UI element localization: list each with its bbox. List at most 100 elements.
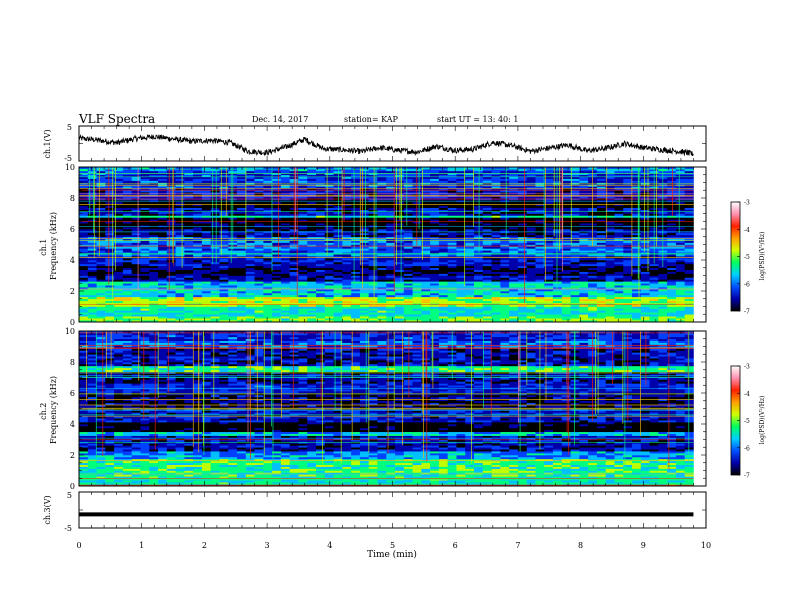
spectrogram-cell — [166, 289, 176, 292]
spectrogram-cell — [280, 246, 290, 249]
spectrogram-cell — [272, 312, 282, 315]
spectrogram-cell — [421, 258, 431, 261]
spectrogram-cell — [175, 192, 185, 195]
spectrogram-cell — [237, 240, 247, 243]
spectrogram-cell — [193, 275, 203, 278]
spectrogram-cell — [474, 234, 484, 238]
spectrogram-cell — [640, 310, 650, 313]
spectrogram-cell — [474, 285, 484, 288]
spectrogram-cell — [140, 260, 150, 263]
spectrogram-cell — [386, 225, 396, 228]
spectrogram-cell — [623, 190, 633, 193]
spectrogram-cell — [614, 292, 624, 296]
spectrogram-cell — [87, 258, 97, 261]
spectrogram-cell — [517, 267, 527, 270]
spectrogram-cell — [272, 294, 282, 298]
spectrogram-cell — [421, 279, 431, 282]
spectrogram-cell — [386, 188, 396, 191]
spectrogram-cell — [254, 219, 264, 222]
spectrogram-cell — [395, 221, 405, 224]
spectrogram-cell — [298, 205, 308, 208]
spectrogram-cell — [684, 267, 694, 270]
spectrogram-cell — [342, 316, 352, 319]
spectrogram-cell — [447, 292, 457, 296]
spectrogram-cell — [87, 229, 97, 232]
spectrogram-cell — [596, 277, 606, 280]
spectrogram-cell — [272, 279, 282, 282]
spectrogram-cell — [342, 211, 352, 214]
spectrogram-cell — [491, 275, 501, 278]
spectrogram-cell — [570, 260, 580, 263]
spectrogram-cell — [114, 207, 124, 210]
spectrogram-cell — [201, 242, 211, 245]
spectrogram-cell — [316, 234, 326, 238]
spectrogram-cell — [465, 213, 475, 216]
spectrogram-cell — [219, 221, 229, 224]
spectrogram-cell — [447, 263, 457, 267]
spectrogram-cell — [395, 298, 405, 301]
spectrogram-cell — [219, 207, 229, 210]
spectrogram-cell — [640, 263, 650, 267]
spectrogram-cell — [280, 260, 290, 263]
spectrogram-cell — [570, 248, 580, 251]
spectrogram-cell — [184, 192, 194, 195]
spectrogram-cell — [184, 308, 194, 311]
spectrogram-cell — [491, 236, 501, 239]
spectrogram-cell — [245, 196, 255, 199]
spectrogram-cell — [675, 279, 685, 282]
spectrogram-cell — [166, 277, 176, 280]
spectrogram-cell — [254, 205, 264, 208]
spectrogram-cell — [544, 196, 554, 199]
spectrogram-cell — [237, 258, 247, 261]
spectrogram-cell — [184, 205, 194, 208]
spectrogram-cell — [298, 304, 308, 307]
spectrogram-cell — [579, 248, 589, 251]
spectrogram-cell — [447, 273, 457, 276]
spectrogram-cell — [482, 263, 492, 267]
spectrogram-cell — [210, 250, 220, 253]
spectrogram-cell — [79, 294, 89, 298]
spectrogram-cell — [166, 296, 176, 300]
spectrogram-cell — [614, 279, 624, 282]
spectrogram-cell — [140, 188, 150, 191]
spectrogram-cell — [122, 205, 132, 208]
spectrogram-cell — [245, 310, 255, 313]
spectrogram-cell — [640, 236, 650, 239]
spectrogram-cell — [175, 320, 185, 322]
spectrogram-cell — [359, 320, 369, 322]
spectrogram-cell — [316, 225, 326, 228]
spectrogram-cell — [447, 261, 457, 265]
spectrogram-cell — [649, 273, 659, 276]
spectrogram-cell — [131, 287, 141, 290]
spectrogram-cell — [640, 283, 650, 286]
spectrogram-cell — [588, 287, 598, 290]
spectrogram-cell — [491, 260, 501, 263]
spectrogram-cell — [245, 240, 255, 243]
spectrogram-cell — [438, 314, 448, 317]
spectrogram-cell — [640, 265, 650, 269]
spectrogram-cell — [316, 314, 326, 317]
spectrogram-cell — [447, 242, 457, 245]
spectrogram-cell — [333, 267, 343, 270]
spectrogram-cell — [447, 240, 457, 243]
spectrogram-cell — [465, 281, 475, 284]
spectrogram-cell — [114, 292, 124, 296]
spectrogram-cell — [219, 258, 229, 261]
spectrogram-cell — [184, 213, 194, 216]
spectrogram-cell — [561, 298, 571, 301]
spectrogram-cell — [614, 232, 624, 236]
spectrogram-cell — [324, 242, 334, 245]
spectrogram-cell — [412, 287, 422, 290]
spectrogram-cell — [272, 240, 282, 243]
spectrogram-cell — [500, 217, 510, 220]
spectrogram-cell — [588, 275, 598, 278]
spectrogram-cell — [658, 316, 668, 319]
spectrogram-cell — [298, 221, 308, 224]
spectrogram-cell — [561, 250, 571, 253]
spectrogram-cell — [561, 314, 571, 317]
spectrogram-cell — [79, 277, 89, 280]
spectrogram-cell — [342, 281, 352, 284]
spectrogram-cell — [526, 250, 536, 253]
spectrogram-cell — [632, 304, 642, 307]
